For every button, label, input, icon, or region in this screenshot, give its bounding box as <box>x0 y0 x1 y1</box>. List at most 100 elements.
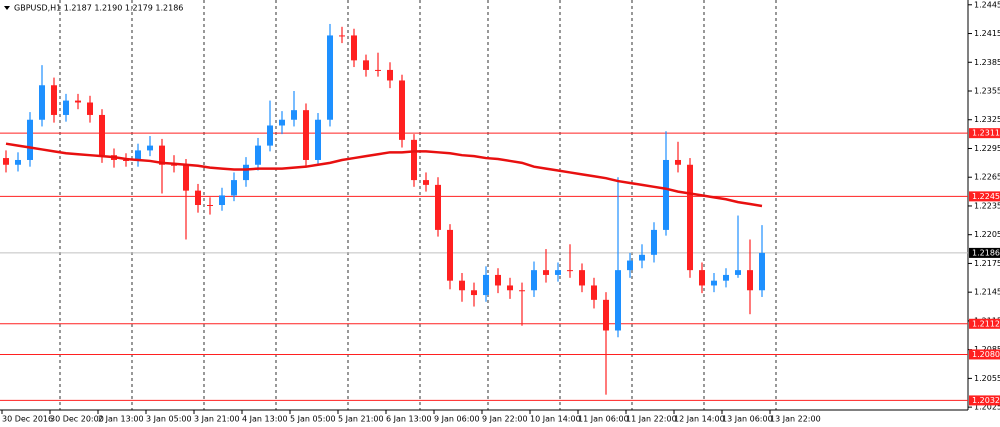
level-label: 1.2080 <box>972 350 1000 359</box>
x-tick-label: 5 Jan 05:00 <box>290 415 336 424</box>
candle-body <box>63 100 69 115</box>
candle-body <box>39 85 45 120</box>
candle-body <box>531 270 537 291</box>
candle-body <box>27 119 33 160</box>
candle-body <box>279 119 285 126</box>
symbol-menu[interactable] <box>4 6 10 10</box>
y-tick-label: 1.2415 <box>974 29 1000 38</box>
moving-average <box>5 142 763 208</box>
candle-body <box>447 229 453 281</box>
y-tick-label: 1.2385 <box>974 58 1000 67</box>
y-tick-label: 1.2025 <box>974 403 1000 412</box>
candle-body <box>627 260 633 271</box>
candle-body <box>315 119 321 160</box>
candle-body <box>159 145 165 165</box>
candle-body <box>675 159 681 165</box>
x-tick-label: 11 Jan 22:00 <box>626 415 677 424</box>
candle-body <box>495 274 501 286</box>
candle-body <box>75 100 81 103</box>
x-tick-label: 11 Jan 06:00 <box>578 415 629 424</box>
candle-body <box>303 110 309 160</box>
candle-body <box>411 139 417 181</box>
level-label: 1.2245 <box>972 192 1000 201</box>
y-tick-label: 1.2355 <box>974 87 1000 96</box>
x-tick-label: 13 Jan 06:00 <box>722 415 773 424</box>
candle-body <box>243 164 249 181</box>
y-tick-label: 1.2325 <box>974 115 1000 124</box>
candle-body <box>291 110 297 120</box>
candle-body <box>747 270 753 291</box>
candle-body <box>591 285 597 300</box>
candle-body <box>459 280 465 291</box>
candle-body <box>555 270 561 275</box>
candle-body <box>507 285 513 291</box>
chart-title: GBPUSD,H1 1.2187 1.2190 1.2179 1.2186 <box>14 4 183 13</box>
candle-body <box>735 270 741 275</box>
candle-body <box>123 159 129 161</box>
candle-body <box>483 274 489 296</box>
level-label: 1.2311 <box>972 129 1000 138</box>
candle-body <box>423 180 429 185</box>
candle-body <box>399 80 405 140</box>
level-label: 1.2032 <box>972 396 1000 405</box>
candle-body <box>543 270 549 275</box>
candle-body <box>219 195 225 205</box>
candle-body <box>435 184 441 230</box>
candle-body <box>375 69 381 71</box>
candle-body <box>651 229 657 255</box>
candle-body <box>135 150 141 160</box>
candle-body <box>519 290 525 292</box>
candle-body <box>387 69 393 81</box>
candle-body <box>615 270 621 331</box>
candle-body <box>339 35 345 37</box>
current-price-label: 1.2186 <box>972 248 1000 257</box>
candle-body <box>711 280 717 286</box>
x-tick-label: 10 Jan 14:00 <box>530 415 581 424</box>
candle-body <box>603 299 609 331</box>
candle-body <box>471 290 477 296</box>
x-tick-label: 3 Jan 05:00 <box>146 415 192 424</box>
x-tick-label: 9 Jan 06:00 <box>434 415 480 424</box>
candle-body <box>567 270 573 272</box>
y-tick-label: 1.2445 <box>974 0 1000 9</box>
level-label-box <box>969 191 1000 202</box>
x-tick-label: 13 Jan 22:00 <box>770 415 821 424</box>
y-tick-label: 1.2235 <box>974 201 1000 210</box>
candle-body <box>255 145 261 165</box>
y-tick-label: 1.2145 <box>974 288 1000 297</box>
x-tick-label: 12 Jan 14:00 <box>674 415 725 424</box>
candle-body <box>267 125 273 146</box>
candle-body <box>147 145 153 151</box>
y-tick-label: 1.2175 <box>974 259 1000 268</box>
y-tick-label: 1.2205 <box>974 230 1000 239</box>
x-tick-label: 6 Jan 13:00 <box>386 415 432 424</box>
x-tick-label: 30 Dec 2016 <box>2 415 53 424</box>
x-tick-label: 30 Dec 20:00 <box>50 415 104 424</box>
day-separators <box>59 0 777 410</box>
candle-body <box>687 164 693 271</box>
level-label-box <box>969 349 1000 360</box>
candle-body <box>15 159 21 165</box>
candle-body <box>699 270 705 286</box>
x-tick-label: 4 Jan 13:00 <box>242 415 288 424</box>
level-label-box <box>969 318 1000 329</box>
level-label-box <box>969 395 1000 406</box>
candle-body <box>207 205 213 206</box>
x-tick-label: 3 Jan 21:00 <box>194 415 240 424</box>
x-tick-label: 2 Jan 13:00 <box>98 415 144 424</box>
candle-body <box>171 164 177 166</box>
candle-body <box>231 180 237 196</box>
current-price-box <box>969 247 1000 258</box>
candle-body <box>723 274 729 281</box>
level-label-box <box>969 128 1000 139</box>
candle-body <box>759 252 765 291</box>
y-tick-label: 1.2295 <box>974 144 1000 153</box>
candle-body <box>327 35 333 120</box>
x-tick-label: 5 Jan 21:00 <box>338 415 384 424</box>
level-label: 1.2112 <box>972 319 1000 328</box>
candle-body <box>87 102 93 115</box>
candle-body <box>3 158 9 165</box>
candle-body <box>579 270 585 286</box>
